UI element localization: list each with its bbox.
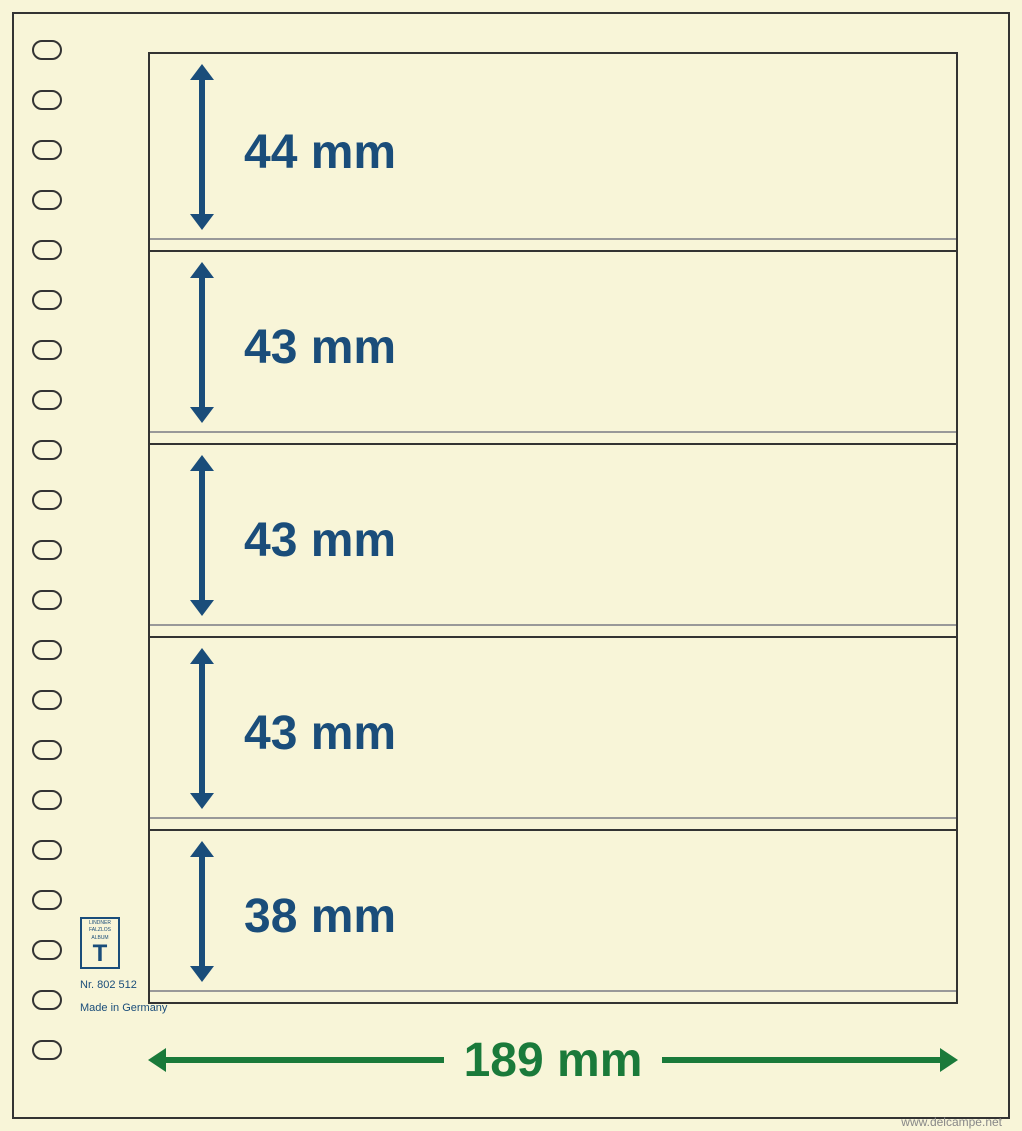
product-info: LINDNER FALZLOS ALBUM T Nr. 802 512 Made… [80,917,167,1016]
strip-area: 44 mm 43 mm 43 mm 43 mm 38 mm [148,52,958,1004]
strip-height-label: 38 mm [244,889,396,944]
strip-pocket-line [150,624,956,626]
binder-hole [32,890,62,910]
binder-hole [32,290,62,310]
height-dimension-arrow [200,445,204,636]
binder-hole [32,240,62,260]
binder-hole [32,90,62,110]
binder-hole [32,990,62,1010]
binder-hole [32,840,62,860]
strip-pocket-line [150,990,956,992]
binder-hole [32,790,62,810]
binder-hole [32,940,62,960]
made-in: Made in Germany [80,1000,167,1017]
height-dimension-arrow [200,638,204,829]
product-number: Nr. 802 512 [80,977,167,994]
binder-hole [32,140,62,160]
strip-row: 43 mm [150,252,956,445]
binder-hole [32,640,62,660]
binder-hole [32,40,62,60]
brand-badge: LINDNER FALZLOS ALBUM T [80,917,120,969]
height-dimension-arrow [200,252,204,443]
brand-top: LINDNER [89,920,111,928]
strip-pocket-line [150,238,956,240]
footer-link: www.delcampe.net [901,1115,1002,1129]
binder-holes [32,40,62,1060]
binder-hole [32,740,62,760]
strip-height-label: 44 mm [244,125,396,180]
width-arrowhead-left [148,1048,166,1072]
height-dimension-arrow [200,54,204,250]
width-label: 189 mm [444,1033,663,1088]
binder-hole [32,490,62,510]
strip-row: 43 mm [150,445,956,638]
strip-pocket-line [150,817,956,819]
binder-hole [32,390,62,410]
strip-height-label: 43 mm [244,513,396,568]
strip-row: 38 mm [150,831,956,1002]
width-dimension: 189 mm [148,1030,958,1090]
strip-row: 43 mm [150,638,956,831]
binder-hole [32,190,62,210]
binder-hole [32,440,62,460]
binder-hole [32,1040,62,1060]
height-dimension-arrow [200,831,204,1002]
strip-pocket-line [150,431,956,433]
binder-hole [32,590,62,610]
width-arrowhead-right [940,1048,958,1072]
binder-hole [32,690,62,710]
strip-height-label: 43 mm [244,706,396,761]
strip-height-label: 43 mm [244,320,396,375]
binder-hole [32,340,62,360]
brand-letter: T [93,942,108,966]
binder-hole [32,540,62,560]
strip-row: 44 mm [150,54,956,252]
